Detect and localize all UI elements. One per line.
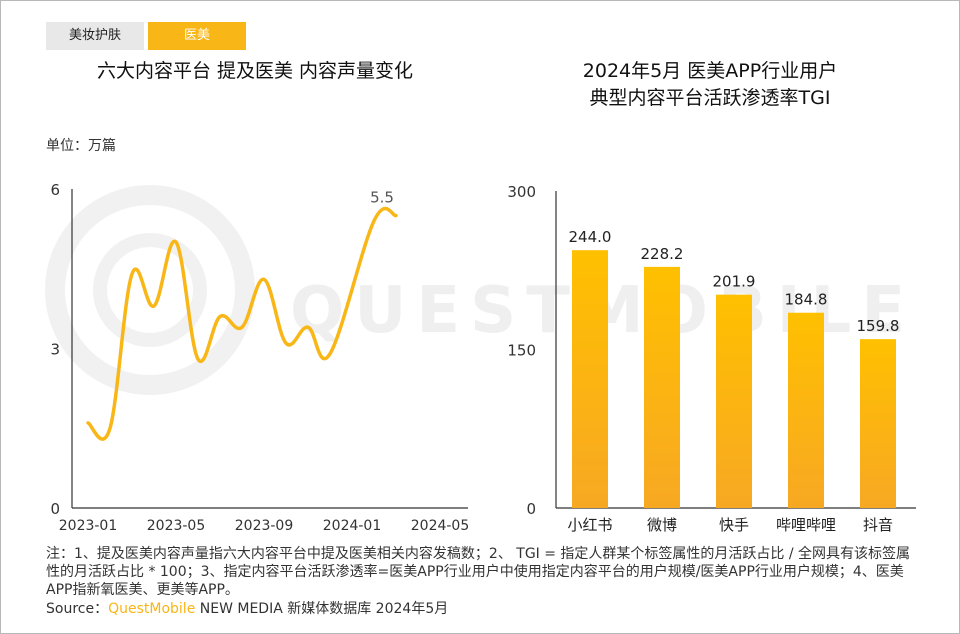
bar-value-label: 201.9 (713, 273, 756, 291)
y-tick-label: 6 (50, 181, 60, 199)
bar (860, 339, 896, 508)
y-tick-label: 0 (526, 500, 536, 518)
source-line: Source：QuestMobile NEW MEDIA 新媒体数据库 2024… (46, 598, 448, 618)
series-line (86, 206, 398, 441)
source-brand: QuestMobile (108, 601, 196, 617)
bar (572, 250, 608, 508)
source-rest: NEW MEDIA 新媒体数据库 2024年5月 (195, 601, 449, 617)
data-label: 5.5 (370, 189, 394, 207)
category-label: 微博 (647, 516, 677, 534)
category-label: 小红书 (567, 516, 612, 534)
y-tick-label: 0 (50, 500, 60, 518)
y-tick-label: 150 (507, 342, 536, 360)
y-tick-label: 300 (507, 183, 536, 201)
footnote: 注：1、提及医美内容声量指六大内容平台中提及医美相关内容发稿数；2、 TGI =… (46, 546, 911, 598)
right-chart-title-line2: 典型内容平台活跃渗透率TGI (589, 87, 831, 109)
source-prefix: Source： (46, 601, 109, 617)
bar-value-label: 184.8 (785, 291, 828, 309)
bar (716, 294, 752, 508)
x-tick-label: 2023-05 (147, 518, 206, 534)
bar-chart: 0 150 300 244.0 小红书 228.2 微博 201.9 快手 184.8 哔哩哔哩 1… (507, 183, 916, 534)
x-tick-label: 2023-09 (235, 518, 294, 534)
x-tick-label: 2024-01 (323, 518, 382, 534)
bar (644, 266, 680, 508)
category-label: 哔哩哔哩 (776, 516, 836, 534)
bar-value-label: 159.8 (857, 317, 900, 335)
tab-medical-aesthetics[interactable]: 医美 (148, 22, 246, 50)
tab-skincare[interactable]: 美妆护肤 (46, 22, 144, 50)
right-chart-title-line1: 2024年5月 医美APP行业用户 (582, 60, 838, 82)
line-chart: 0 3 6 2023-01 2023-05 2023-09 2024-01 2024-05 5… (50, 181, 470, 534)
category-label: 抖音 (863, 516, 893, 534)
y-tick-label: 3 (50, 341, 60, 359)
bar-value-label: 244.0 (569, 228, 612, 246)
bar-value-label: 228.2 (641, 245, 684, 263)
bar (788, 312, 824, 508)
category-label: 快手 (719, 516, 749, 534)
unit-label: 单位：万篇 (46, 138, 116, 154)
x-tick-label: 2023-01 (59, 518, 118, 534)
x-tick-label: 2024-05 (411, 518, 470, 534)
left-chart-title: 六大内容平台 提及医美 内容声量变化 (96, 60, 414, 82)
